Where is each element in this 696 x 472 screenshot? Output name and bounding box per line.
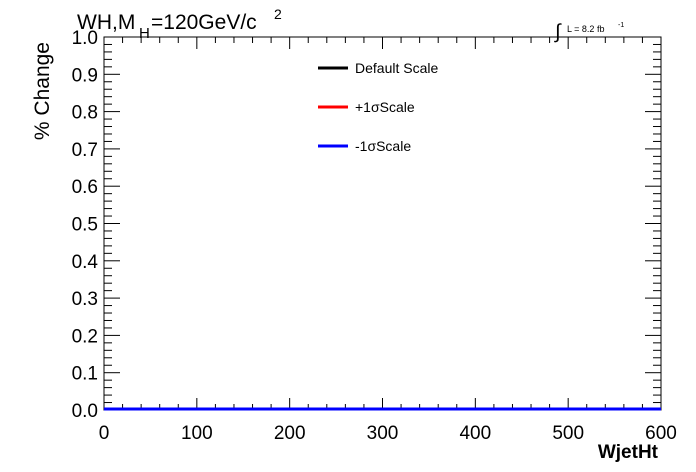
x-tick-label: 400: [459, 423, 491, 444]
lumi-exponent: -1: [618, 22, 624, 29]
y-tick-label: 0.7: [72, 140, 98, 161]
x-tick-label: 600: [645, 423, 677, 444]
y-axis-title: % Change: [31, 42, 54, 140]
plot-frame: [103, 36, 662, 411]
chart-title-rest: =120GeV/c: [151, 11, 257, 34]
legend-label: Default Scale: [355, 60, 438, 76]
lumi-integral: ∫: [554, 21, 562, 43]
x-tick-label: 100: [181, 423, 213, 444]
chart-title-superscript: 2: [274, 6, 282, 22]
x-axis-title: WjetHt: [598, 442, 659, 463]
x-tick-label: 200: [274, 423, 306, 444]
y-tick-label: 0.0: [72, 401, 98, 422]
legend-label: -1σScale: [355, 138, 411, 154]
chart-title: WH,M: [77, 11, 135, 34]
y-tick-label: 0.8: [72, 103, 98, 124]
y-tick-label: 0.1: [72, 364, 98, 385]
legend: Default Scale +1σScale -1σScale: [318, 60, 438, 154]
y-tick-label: 0.3: [72, 289, 98, 310]
x-tick-label: 500: [552, 423, 584, 444]
y-tick-label: 0.4: [72, 252, 99, 273]
x-tick-label: 0: [99, 423, 110, 444]
legend-label: +1σScale: [355, 99, 415, 115]
chart-title-subscript: H: [139, 25, 150, 42]
y-tick-label: 0.2: [72, 326, 98, 347]
axis-ticks: [103, 36, 662, 411]
y-tick-label: 0.6: [72, 177, 98, 198]
x-tick-label: 300: [367, 423, 399, 444]
y-tick-label: 0.9: [72, 65, 98, 86]
y-tick-label: 1.0: [72, 28, 98, 49]
y-tick-label: 0.5: [72, 215, 98, 236]
axis-tick-labels: 0 100 200 300 400 500 600 0.0 0.1 0.2 0.3 0.4 0.5 0.6…: [72, 28, 677, 444]
lumi-text: L = 8.2 fb: [567, 24, 604, 34]
